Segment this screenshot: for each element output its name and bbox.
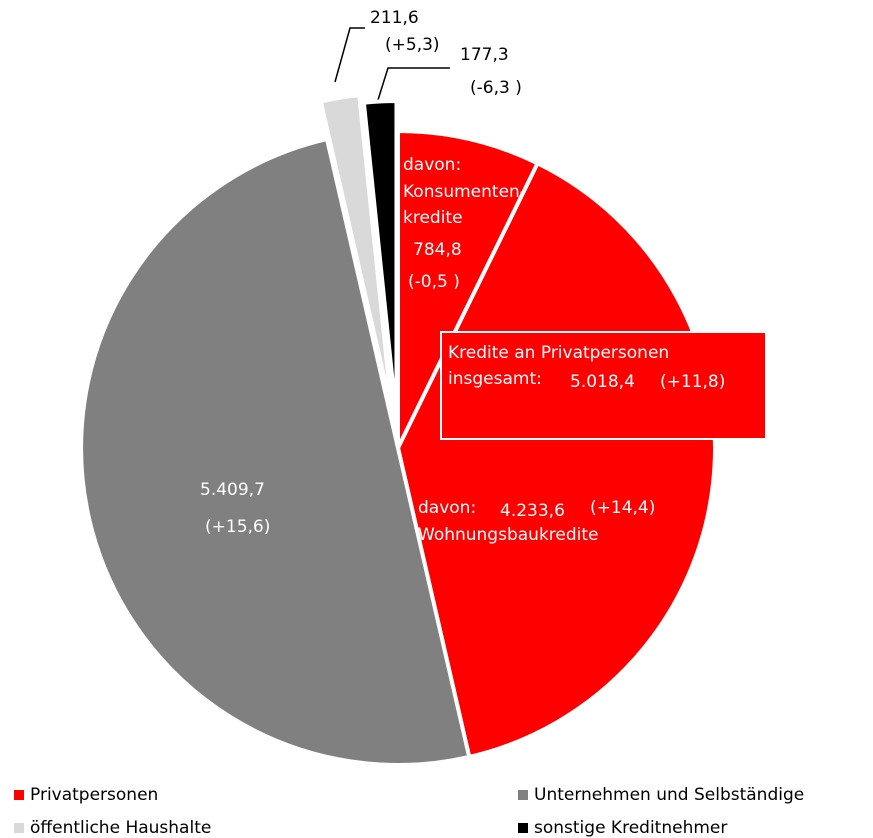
pie-slice xyxy=(361,99,399,419)
annotation: Wohnungsbaukredite xyxy=(418,525,599,545)
total-box xyxy=(440,331,767,440)
value-label: 784,8 xyxy=(413,240,462,260)
pie-slice xyxy=(318,92,394,411)
legend-label: Privatpersonen xyxy=(30,785,158,805)
legend-swatch xyxy=(14,823,24,833)
total-value: 5.018,4 xyxy=(570,372,635,392)
change-label: (+15,6) xyxy=(205,517,270,537)
change-label: (-6,3 ) xyxy=(470,78,522,98)
legend-label: öffentliche Haushalte xyxy=(30,818,211,838)
value-label: 211,6 xyxy=(370,8,419,28)
legend-label: sonstige Kreditnehmer xyxy=(534,818,727,838)
annotation: davon: xyxy=(403,155,461,175)
pie-slice xyxy=(396,128,541,449)
value-label: 4.233,6 xyxy=(500,501,565,521)
total-text: insgesamt: xyxy=(448,369,542,389)
change-label: (+14,4) xyxy=(590,498,655,518)
annotation: kredite xyxy=(403,208,463,228)
legend-label: Unternehmen und Selbständige xyxy=(534,785,804,805)
leader-line xyxy=(334,27,365,83)
annotation: Konsumenten- xyxy=(403,182,526,202)
legend-swatch xyxy=(14,790,24,800)
total-change: (+11,8) xyxy=(660,372,725,392)
value-label: 5.409,7 xyxy=(200,480,265,500)
leader-line xyxy=(377,67,450,101)
total-text: Kredite an Privatpersonen xyxy=(448,343,669,363)
value-label: 177,3 xyxy=(460,45,509,65)
annotation: davon: xyxy=(418,498,476,518)
legend-swatch xyxy=(518,790,528,800)
pie-slice xyxy=(395,160,718,760)
change-label: (-0,5 ) xyxy=(408,272,460,292)
legend-swatch xyxy=(518,823,528,833)
change-label: (+5,3) xyxy=(385,35,440,55)
pie-slice xyxy=(79,136,472,767)
